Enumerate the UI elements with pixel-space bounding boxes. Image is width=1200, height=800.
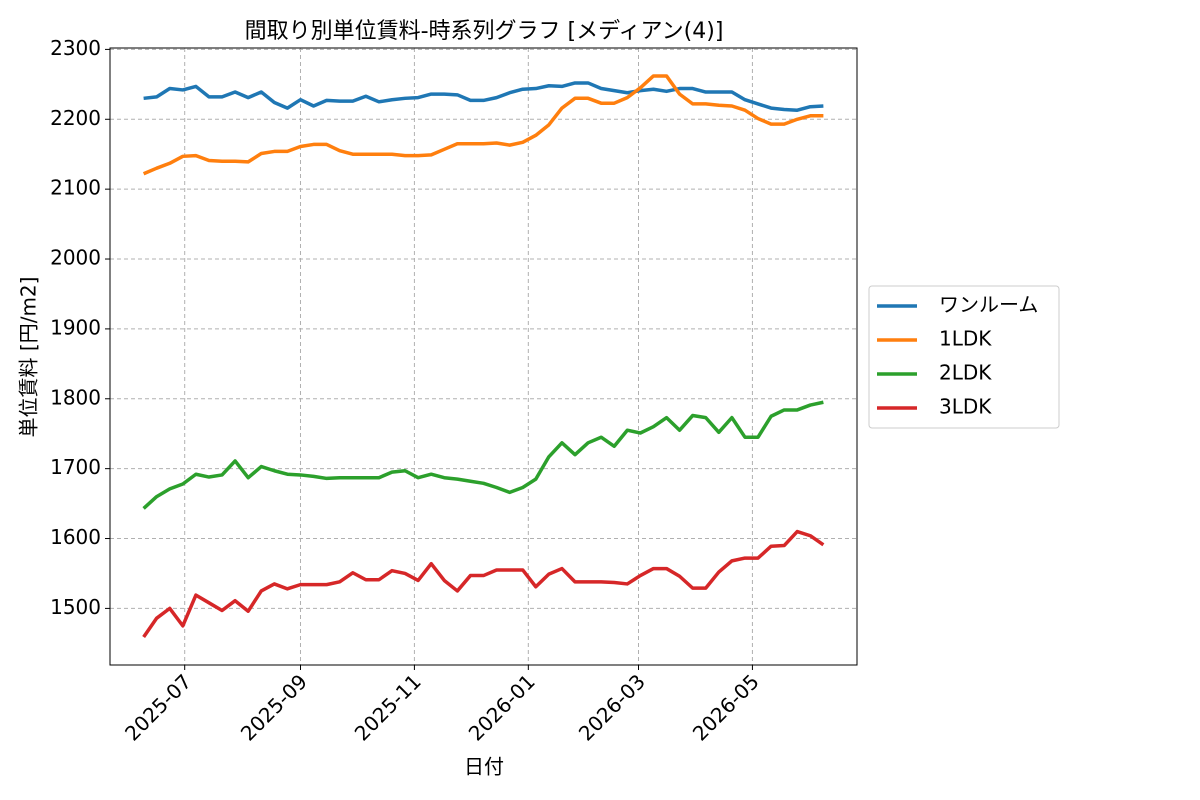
y-axis-label: 単位賃料 [円/m2] <box>17 277 41 438</box>
series-line <box>143 81 824 112</box>
y-tick-label: 1700 <box>50 455 101 479</box>
legend-label: 3LDK <box>939 395 992 419</box>
series-line <box>142 400 824 510</box>
plot-frame <box>109 47 858 666</box>
y-tick-label: 1500 <box>50 595 101 619</box>
legend-box <box>868 285 1060 429</box>
legend-label: 1LDK <box>939 327 992 351</box>
y-tick-label: 1600 <box>50 525 101 549</box>
x-axis-label: 日付 <box>464 755 504 779</box>
y-tick-label: 1900 <box>50 315 101 339</box>
series-line <box>142 74 824 176</box>
y-tick-label: 2200 <box>50 106 101 130</box>
y-tick-label: 2100 <box>50 176 101 200</box>
series-line <box>142 529 825 639</box>
y-tick-label: 1800 <box>50 385 101 409</box>
chart-title: 間取り別単位賃料-時系列グラフ [メディアン(4)] <box>245 19 724 44</box>
y-tick-label: 2300 <box>50 36 101 60</box>
legend-label: ワンルーム <box>939 293 1038 317</box>
legend-label: 2LDK <box>939 361 992 385</box>
y-tick-label: 2000 <box>50 246 101 270</box>
